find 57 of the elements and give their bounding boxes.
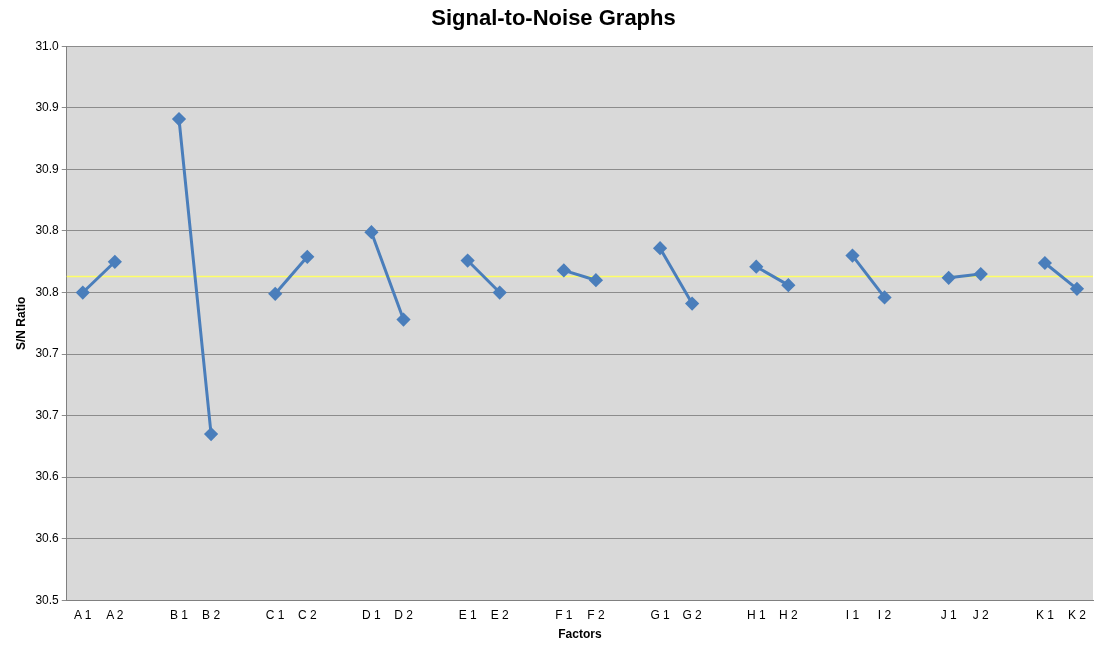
point — [172, 112, 186, 126]
x-tick-label: D 1 — [362, 607, 382, 622]
x-tick-label: B 2 — [202, 607, 221, 622]
point — [653, 241, 667, 255]
x-tick-label: E 1 — [458, 607, 477, 622]
point — [300, 250, 314, 264]
x-tick-label: K 1 — [1035, 607, 1055, 622]
point — [557, 263, 571, 277]
y-tick-label: 30.8 — [35, 284, 60, 299]
y-tick-label: 30.7 — [35, 407, 60, 422]
x-tick-label: B 1 — [169, 607, 189, 622]
x-tick-label: J 2 — [972, 607, 990, 622]
y-tick-label: 30.9 — [35, 100, 60, 115]
x-tick-label: I 1 — [845, 607, 860, 622]
y-tick-label: 30.9 — [35, 161, 60, 176]
x-tick-label: J 1 — [940, 607, 958, 622]
x-tick-label: K 2 — [1067, 607, 1087, 622]
x-tick-label: C 1 — [265, 607, 285, 622]
y-tick-label: 30.6 — [35, 530, 60, 545]
point — [76, 286, 90, 300]
x-tick-label: E 2 — [490, 607, 510, 622]
x-tick-label: G 2 — [682, 607, 703, 622]
point — [204, 427, 218, 441]
y-tick-label: 30.5 — [35, 592, 60, 607]
y-tick-label: 30.6 — [35, 469, 60, 484]
x-tick-label: H 2 — [778, 607, 798, 622]
point — [108, 255, 122, 269]
point — [493, 286, 507, 300]
point — [396, 313, 410, 327]
x-tick-label: F 1 — [555, 607, 573, 622]
point — [781, 278, 795, 292]
x-tick-label: I 2 — [877, 607, 892, 622]
y-tick-label: 30.7 — [35, 346, 60, 361]
point — [878, 290, 892, 304]
x-tick-label: D 2 — [394, 607, 414, 622]
x-axis-title: Factors — [558, 627, 602, 642]
point — [268, 287, 282, 301]
point — [1070, 282, 1084, 296]
x-tick-label: A 1 — [74, 607, 92, 622]
point — [589, 273, 603, 287]
x-tick-label: G 1 — [650, 607, 671, 622]
x-tick-label: A 2 — [106, 607, 124, 622]
x-tick-label: H 1 — [746, 607, 766, 622]
point — [1038, 256, 1052, 270]
point — [685, 297, 699, 311]
x-tick-label: F 2 — [587, 607, 605, 622]
point — [942, 271, 956, 285]
x-tick-label: C 2 — [297, 607, 317, 622]
y-tick-label: 31.0 — [35, 38, 60, 53]
y-axis-title: S/N Ratio — [13, 296, 28, 350]
point — [974, 267, 988, 281]
chart-title: Signal-to-Noise Graphs — [431, 5, 676, 31]
point — [461, 254, 475, 268]
point — [845, 249, 859, 263]
point — [749, 260, 763, 274]
y-tick-label: 30.8 — [35, 223, 60, 238]
point — [364, 225, 378, 239]
